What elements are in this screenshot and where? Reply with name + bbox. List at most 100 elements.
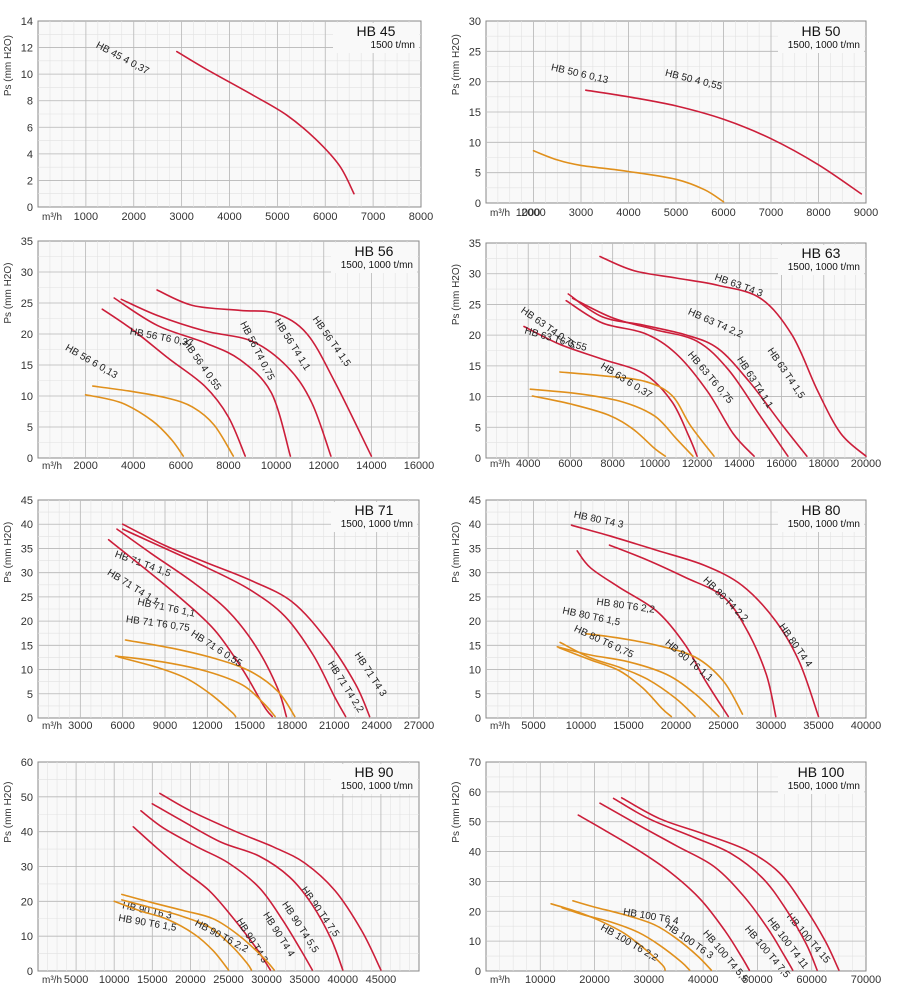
- x-tick-label: 9000: [153, 720, 177, 732]
- fan-curve-hb-50-6-0-13: [532, 150, 725, 203]
- x-tick-label: 40000: [688, 974, 719, 986]
- y-tick-label: 5: [475, 168, 481, 180]
- y-tick-label: 4: [27, 149, 33, 161]
- x-tick-label: 6000: [711, 207, 735, 219]
- y-axis-label: Ps (mm H2O): [451, 522, 462, 583]
- chart-hb71: 5 10 15 20 25 30 35 40 45 0 m³/h 3000 6000 9000 12000 1…: [3, 495, 434, 732]
- fan-curve-hb-90-t4-3: [132, 826, 272, 971]
- y-tick-label: 25: [21, 592, 33, 604]
- x-tick-label: 4000: [121, 460, 145, 472]
- fan-curve-hb-80-t4-4: [570, 524, 820, 718]
- x-tick-label: 50000: [742, 974, 773, 986]
- chart-title: HB 50: [802, 23, 841, 39]
- y-tick-label: 35: [21, 543, 33, 555]
- x-tick-label: 10000: [525, 974, 556, 986]
- x-tick-label: 6000: [169, 460, 193, 472]
- y-tick-label: 30: [469, 876, 481, 888]
- chart-speed-label: 1500, 1000 t/mn: [788, 781, 860, 792]
- chart-title: HB 100: [798, 764, 845, 780]
- x-tick-label: 10000: [261, 460, 292, 472]
- x-unit-label: m³/h: [42, 461, 62, 472]
- fan-curve-hb-80-t6-2-2: [585, 632, 744, 715]
- x-tick-label: 1000: [516, 207, 540, 219]
- x-tick-label: 5000: [664, 207, 688, 219]
- y-axis-label: Ps (mm H2O): [451, 782, 462, 843]
- chart-hb56: 5 10 15 20 25 30 35 0 m³/h 2000 4000 6000 8000 10000 1…: [3, 236, 434, 472]
- y-tick-label: 40: [21, 519, 33, 531]
- y-tick-label: 60: [21, 757, 33, 769]
- title-box: [333, 23, 419, 53]
- y-tick-label: 10: [469, 665, 481, 677]
- x-tick-label: 25000: [213, 974, 244, 986]
- y-tick-label: 35: [21, 236, 33, 248]
- title-box: [778, 764, 864, 794]
- y-tick-label: 14: [21, 16, 33, 28]
- fan-curve-hb-80-t6-0-75: [558, 647, 673, 718]
- x-tick-label: 4000: [217, 211, 241, 223]
- title-box: [331, 502, 417, 532]
- chart-speed-label: 1500, 1000 t/mn: [788, 262, 860, 273]
- fan-curve-hb-63-t4-1-1: [565, 299, 755, 457]
- y-tick-label: 45: [469, 495, 481, 507]
- y-tick-label: 5: [27, 689, 33, 701]
- y-tick-label: 6: [27, 122, 33, 134]
- chart-hb90: 10 20 30 40 50 60 0 m³/h 5000 10000 15000 20000 2500…: [3, 757, 420, 986]
- y-tick-label: 20: [21, 329, 33, 341]
- y-tick-label: 15: [469, 640, 481, 652]
- x-tick-label: 35000: [289, 974, 320, 986]
- y-tick-label: 60: [469, 787, 481, 799]
- x-tick-label: 16000: [766, 458, 797, 470]
- fan-curve-hb-56-6-0-13: [84, 394, 185, 457]
- fan-curve-hb-90-t4-7-5: [159, 792, 382, 971]
- y-axis-label: Ps (mm H2O): [3, 522, 14, 583]
- y-tick-label: 20: [21, 616, 33, 628]
- y-tick-label: 30: [469, 568, 481, 580]
- x-tick-label: 2000: [122, 211, 146, 223]
- chart-title: HB 80: [802, 502, 841, 518]
- chart-speed-label: 1500 t/mn: [371, 40, 415, 51]
- y-tick-label: 5: [475, 689, 481, 701]
- x-tick-label: 12000: [308, 460, 339, 472]
- fan-curve-hb-90-t6-1-5: [113, 900, 230, 971]
- x-tick-label: 35000: [803, 720, 834, 732]
- title-box: [778, 502, 864, 532]
- x-tick-label: 7000: [361, 211, 385, 223]
- fan-curve-hb-71-6-0-55: [117, 656, 237, 718]
- y-tick-label: 45: [21, 495, 33, 507]
- x-tick-label: 3000: [569, 207, 593, 219]
- chart-hb80: 5 10 15 20 25 30 35 40 45 0 m³/h 5000 10000 15000 2000…: [451, 495, 881, 732]
- fan-curve-hb-71-t4-1-5: [116, 528, 288, 718]
- x-tick-label: 8000: [216, 460, 240, 472]
- y-tick-label: 0: [475, 453, 481, 465]
- x-tick-label: 15000: [137, 974, 168, 986]
- x-tick-label: 1000: [74, 211, 98, 223]
- x-tick-label: 10000: [99, 974, 130, 986]
- title-box: [331, 764, 417, 794]
- fan-curve-hb-45-4-0-37: [176, 50, 355, 195]
- x-tick-label: 4000: [516, 458, 540, 470]
- y-tick-label: 0: [27, 453, 33, 465]
- x-unit-label: m³/h: [490, 208, 510, 219]
- fan-curve-hb-80-t6-1-5: [556, 646, 720, 718]
- fan-curve-hb-71-t4-1-1: [107, 538, 273, 718]
- chart-speed-label: 1500, 1000 t/mn: [788, 40, 860, 51]
- chart-speed-label: 1500, 1000 t/mn: [341, 781, 413, 792]
- fan-curve-hb-63-t6-0-75: [559, 371, 715, 457]
- fan-curve-hb-71-t6-1-1: [124, 639, 296, 718]
- x-tick-label: 8000: [600, 458, 624, 470]
- x-tick-label: 12000: [192, 720, 223, 732]
- y-tick-label: 30: [21, 862, 33, 874]
- x-unit-label: m³/h: [490, 459, 510, 470]
- chart-title: HB 45: [357, 23, 396, 39]
- chart-title: HB 56: [355, 243, 394, 259]
- x-tick-label: 70000: [851, 974, 882, 986]
- x-tick-label: 6000: [110, 720, 134, 732]
- x-unit-label: m³/h: [42, 721, 62, 732]
- x-tick-label: 8000: [409, 211, 433, 223]
- x-tick-label: 18000: [808, 458, 839, 470]
- y-tick-label: 0: [27, 966, 33, 978]
- y-tick-label: 25: [469, 592, 481, 604]
- y-tick-label: 20: [469, 330, 481, 342]
- y-tick-label: 8: [27, 96, 33, 108]
